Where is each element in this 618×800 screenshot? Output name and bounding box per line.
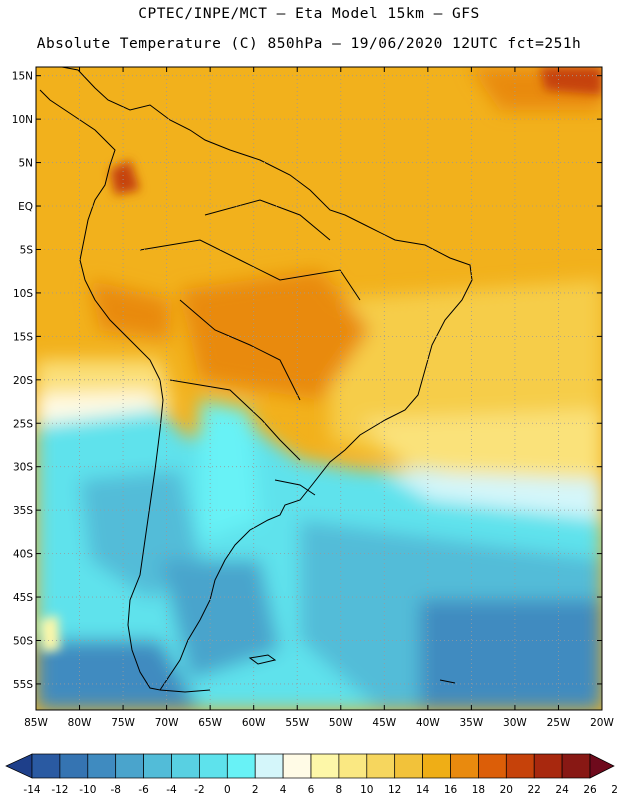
lat-label: 20S <box>13 375 33 387</box>
coastlines <box>39 66 473 693</box>
lon-label: 65W <box>198 717 222 729</box>
lon-label: 20W <box>590 717 614 729</box>
map-frame <box>35 66 603 711</box>
colorbar-level-label: -2 <box>194 784 204 796</box>
colorbar-swatch <box>478 753 507 779</box>
title-line-2: Absolute Temperature (C) 850hPa – 19/06/… <box>36 36 582 52</box>
axes: 15N 10N 5N EQ 5S 10S 15S 20S 25S 30S 35S 40S 45S 50S 5… <box>12 67 614 729</box>
lat-label: 45S <box>13 592 33 604</box>
lat-label: 5N <box>18 158 33 170</box>
colorbar-level-label: -12 <box>51 784 68 796</box>
colorbar-swatch <box>199 753 228 779</box>
colorbar-swatch <box>59 753 89 779</box>
colorbar-level-label: 20 <box>500 784 513 796</box>
lon-label: 85W <box>24 717 48 729</box>
colorbar-level-label: 22 <box>528 784 541 796</box>
lon-label: 80W <box>68 717 92 729</box>
colorbar-level-label: 16 <box>444 784 458 796</box>
colorbar-swatch <box>422 753 451 779</box>
colorbar-level-label: 4 <box>280 784 287 796</box>
lon-label: 45W <box>372 717 396 729</box>
colorbar-level-label: 28 <box>611 784 618 796</box>
temperature-field <box>36 67 602 710</box>
colorbar-swatch <box>254 753 284 779</box>
lon-label: 75W <box>111 717 135 729</box>
colorbar-swatch <box>310 753 340 779</box>
colorbar-max-arrow <box>589 753 615 779</box>
lat-label: EQ <box>18 201 33 213</box>
lat-label: 10N <box>12 114 33 126</box>
colorbar-swatch <box>366 753 396 779</box>
colorbar-level-label: 14 <box>416 784 430 796</box>
lon-label: 40W <box>416 717 440 729</box>
lat-label: 15N <box>12 71 33 83</box>
colorbar-swatch <box>450 753 479 779</box>
lon-label: 30W <box>503 717 527 729</box>
colorbar-level-label: 10 <box>360 784 373 796</box>
lat-label: 50S <box>13 635 33 647</box>
lon-label: 55W <box>285 717 309 729</box>
lon-label: 60W <box>242 717 266 729</box>
colorbar-level-label: 8 <box>336 784 343 796</box>
lon-label: 70W <box>155 717 179 729</box>
lon-label: 50W <box>329 717 353 729</box>
lat-label: 15S <box>13 331 33 343</box>
colorbar-swatch <box>171 753 200 779</box>
lat-label: 35S <box>13 505 33 517</box>
lat-label: 40S <box>13 549 33 561</box>
colorbar-swatch <box>115 753 144 779</box>
lat-label: 55S <box>13 679 33 691</box>
colorbar-level-label: -8 <box>110 784 120 796</box>
colorbar-swatch <box>143 753 172 779</box>
colorbar-swatch <box>505 753 535 779</box>
colorbar-swatch <box>226 753 256 779</box>
colorbar-level-label: 18 <box>472 784 485 796</box>
lat-label: 30S <box>13 462 33 474</box>
colorbar-swatch <box>394 753 423 779</box>
colorbar-level-label: 6 <box>308 784 315 796</box>
colorbar-level-label: 0 <box>224 784 231 796</box>
colorbar-level-label: 2 <box>252 784 259 796</box>
title-line-1: CPTEC/INPE/MCT – Eta Model 15km – GFS <box>138 6 480 22</box>
colorbar-level-label: 12 <box>388 784 401 796</box>
lat-label: 5S <box>20 244 34 256</box>
colorbar-swatch <box>87 753 117 779</box>
colorbar-swatch <box>561 753 591 779</box>
colorbar-level-label: 26 <box>583 784 597 796</box>
colorbar-min-arrow <box>5 753 33 779</box>
colorbar-level-label: -6 <box>138 784 149 796</box>
colorbar-swatch <box>533 753 563 779</box>
colorbar-level-label: 24 <box>555 784 569 796</box>
colorbar-level-label: -4 <box>166 784 177 796</box>
colorbar-swatch <box>338 753 368 779</box>
colorbar-level-label: -14 <box>23 784 40 796</box>
lon-label: 25W <box>547 717 571 729</box>
lat-label: 25S <box>13 418 33 430</box>
lon-label: 35W <box>460 717 484 729</box>
colorbar-level-label: -10 <box>79 784 96 796</box>
colorbar-swatch <box>282 753 312 779</box>
colorbar-swatch <box>31 753 61 779</box>
lat-label: 10S <box>13 288 33 300</box>
